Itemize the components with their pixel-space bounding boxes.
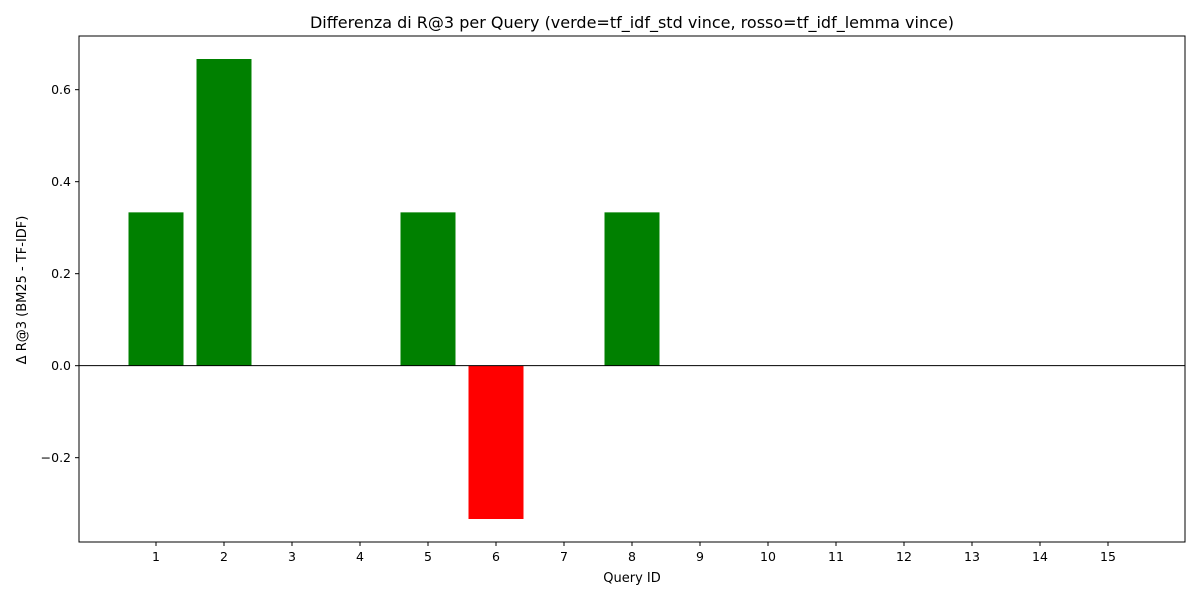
x-tick-label: 14 bbox=[1032, 549, 1048, 564]
x-axis-label: Query ID bbox=[603, 571, 660, 586]
y-tick-label: 0.2 bbox=[51, 266, 71, 281]
x-tick-label: 12 bbox=[896, 549, 912, 564]
bar-query-8 bbox=[604, 212, 660, 366]
x-tick-label: 11 bbox=[828, 549, 844, 564]
chart-title: Differenza di R@3 per Query (verde=tf_id… bbox=[310, 13, 954, 33]
y-tick-label: −0.2 bbox=[41, 450, 71, 465]
bars-group bbox=[128, 59, 660, 519]
x-tick-label: 4 bbox=[356, 549, 364, 564]
x-tick-label: 9 bbox=[696, 549, 704, 564]
y-axis-label: Δ R@3 (BM25 - TF-IDF) bbox=[15, 216, 30, 365]
x-tick-label: 10 bbox=[760, 549, 776, 564]
y-tick-label: 0.6 bbox=[51, 82, 71, 97]
x-tick-label: 7 bbox=[560, 549, 568, 564]
x-axis: 1 2 3 4 5 6 7 8 9 10 11 12 13 14 15 bbox=[152, 542, 1116, 564]
bar-query-2 bbox=[196, 59, 252, 366]
y-axis: −0.2 0.0 0.2 0.4 0.6 bbox=[41, 82, 79, 465]
bar-query-1 bbox=[128, 212, 184, 366]
x-tick-label: 5 bbox=[424, 549, 432, 564]
x-tick-label: 15 bbox=[1100, 549, 1116, 564]
x-tick-label: 8 bbox=[628, 549, 636, 564]
bar-query-5 bbox=[400, 212, 456, 366]
y-tick-label: 0.0 bbox=[51, 358, 71, 373]
bar-query-6 bbox=[468, 365, 524, 519]
x-tick-label: 2 bbox=[220, 549, 228, 564]
x-tick-label: 13 bbox=[964, 549, 980, 564]
x-tick-label: 1 bbox=[152, 549, 160, 564]
x-tick-label: 6 bbox=[492, 549, 500, 564]
y-tick-label: 0.4 bbox=[51, 174, 71, 189]
x-tick-label: 3 bbox=[288, 549, 296, 564]
